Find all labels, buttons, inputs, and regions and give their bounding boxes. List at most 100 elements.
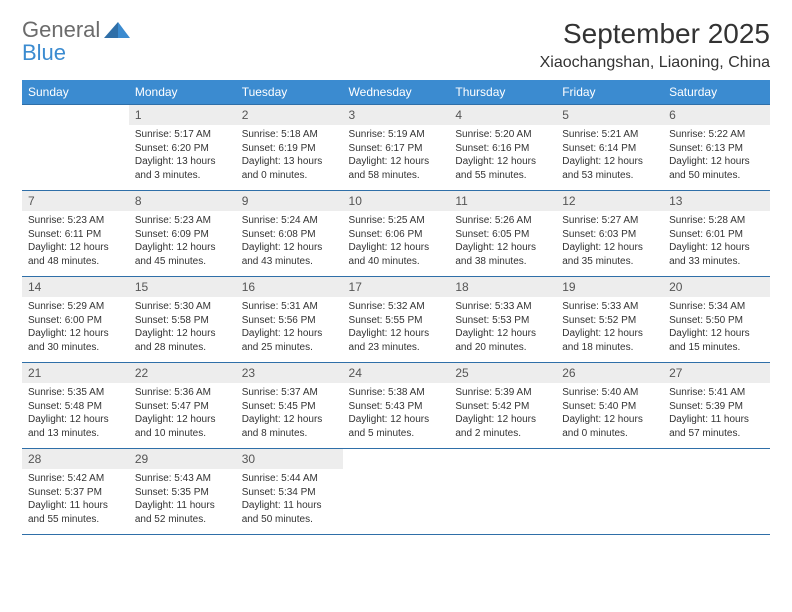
sunset-text: Sunset: 6:06 PM (349, 228, 444, 242)
calendar-cell: 8Sunrise: 5:23 AMSunset: 6:09 PMDaylight… (129, 191, 236, 277)
calendar-cell: 30Sunrise: 5:44 AMSunset: 5:34 PMDayligh… (236, 449, 343, 535)
calendar-cell: 16Sunrise: 5:31 AMSunset: 5:56 PMDayligh… (236, 277, 343, 363)
daylight-text: Daylight: 12 hours and 13 minutes. (28, 413, 123, 440)
day-number: 4 (449, 105, 556, 125)
sunrise-text: Sunrise: 5:33 AM (562, 300, 657, 314)
daylight-text: Daylight: 12 hours and 53 minutes. (562, 155, 657, 182)
daylight-text: Daylight: 12 hours and 28 minutes. (135, 327, 230, 354)
sunset-text: Sunset: 5:53 PM (455, 314, 550, 328)
day-number: 15 (129, 277, 236, 297)
day-number: 3 (343, 105, 450, 125)
calendar-week-row: 14Sunrise: 5:29 AMSunset: 6:00 PMDayligh… (22, 277, 770, 363)
calendar-cell: 2Sunrise: 5:18 AMSunset: 6:19 PMDaylight… (236, 105, 343, 191)
calendar-cell (343, 449, 450, 535)
sunrise-text: Sunrise: 5:26 AM (455, 214, 550, 228)
sunset-text: Sunset: 5:34 PM (242, 486, 337, 500)
day-number: 11 (449, 191, 556, 211)
calendar-table: Sunday Monday Tuesday Wednesday Thursday… (22, 80, 770, 535)
day-details: Sunrise: 5:34 AMSunset: 5:50 PMDaylight:… (663, 297, 770, 360)
sunset-text: Sunset: 5:56 PM (242, 314, 337, 328)
day-details: Sunrise: 5:36 AMSunset: 5:47 PMDaylight:… (129, 383, 236, 446)
sunset-text: Sunset: 5:45 PM (242, 400, 337, 414)
daylight-text: Daylight: 12 hours and 58 minutes. (349, 155, 444, 182)
sunset-text: Sunset: 6:20 PM (135, 142, 230, 156)
sunset-text: Sunset: 6:01 PM (669, 228, 764, 242)
calendar-cell: 21Sunrise: 5:35 AMSunset: 5:48 PMDayligh… (22, 363, 129, 449)
weekday-header: Tuesday (236, 80, 343, 105)
day-details: Sunrise: 5:29 AMSunset: 6:00 PMDaylight:… (22, 297, 129, 360)
sunrise-text: Sunrise: 5:19 AM (349, 128, 444, 142)
weekday-header: Saturday (663, 80, 770, 105)
calendar-cell: 18Sunrise: 5:33 AMSunset: 5:53 PMDayligh… (449, 277, 556, 363)
daylight-text: Daylight: 12 hours and 48 minutes. (28, 241, 123, 268)
daylight-text: Daylight: 11 hours and 52 minutes. (135, 499, 230, 526)
weekday-header: Wednesday (343, 80, 450, 105)
day-details: Sunrise: 5:19 AMSunset: 6:17 PMDaylight:… (343, 125, 450, 188)
weekday-header: Sunday (22, 80, 129, 105)
calendar-cell (449, 449, 556, 535)
sunrise-text: Sunrise: 5:23 AM (28, 214, 123, 228)
sunrise-text: Sunrise: 5:20 AM (455, 128, 550, 142)
day-number: 23 (236, 363, 343, 383)
day-details: Sunrise: 5:22 AMSunset: 6:13 PMDaylight:… (663, 125, 770, 188)
daylight-text: Daylight: 13 hours and 0 minutes. (242, 155, 337, 182)
day-details: Sunrise: 5:35 AMSunset: 5:48 PMDaylight:… (22, 383, 129, 446)
day-number: 13 (663, 191, 770, 211)
calendar-cell: 17Sunrise: 5:32 AMSunset: 5:55 PMDayligh… (343, 277, 450, 363)
day-number: 25 (449, 363, 556, 383)
sunrise-text: Sunrise: 5:24 AM (242, 214, 337, 228)
daylight-text: Daylight: 12 hours and 33 minutes. (669, 241, 764, 268)
calendar-cell: 28Sunrise: 5:42 AMSunset: 5:37 PMDayligh… (22, 449, 129, 535)
daylight-text: Daylight: 12 hours and 43 minutes. (242, 241, 337, 268)
day-details: Sunrise: 5:42 AMSunset: 5:37 PMDaylight:… (22, 469, 129, 532)
day-details: Sunrise: 5:43 AMSunset: 5:35 PMDaylight:… (129, 469, 236, 532)
sunset-text: Sunset: 5:39 PM (669, 400, 764, 414)
logo-word-general: General (22, 17, 100, 42)
sunrise-text: Sunrise: 5:34 AM (669, 300, 764, 314)
calendar-cell: 4Sunrise: 5:20 AMSunset: 6:16 PMDaylight… (449, 105, 556, 191)
weekday-header-row: Sunday Monday Tuesday Wednesday Thursday… (22, 80, 770, 105)
sunrise-text: Sunrise: 5:17 AM (135, 128, 230, 142)
sunset-text: Sunset: 5:35 PM (135, 486, 230, 500)
sunrise-text: Sunrise: 5:21 AM (562, 128, 657, 142)
sunrise-text: Sunrise: 5:23 AM (135, 214, 230, 228)
daylight-text: Daylight: 12 hours and 38 minutes. (455, 241, 550, 268)
day-details: Sunrise: 5:25 AMSunset: 6:06 PMDaylight:… (343, 211, 450, 274)
day-number: 24 (343, 363, 450, 383)
day-details: Sunrise: 5:44 AMSunset: 5:34 PMDaylight:… (236, 469, 343, 532)
sunrise-text: Sunrise: 5:32 AM (349, 300, 444, 314)
calendar-cell: 12Sunrise: 5:27 AMSunset: 6:03 PMDayligh… (556, 191, 663, 277)
logo-word-blue: Blue (22, 40, 66, 65)
sunset-text: Sunset: 6:08 PM (242, 228, 337, 242)
sunset-text: Sunset: 5:58 PM (135, 314, 230, 328)
sunrise-text: Sunrise: 5:22 AM (669, 128, 764, 142)
day-details: Sunrise: 5:27 AMSunset: 6:03 PMDaylight:… (556, 211, 663, 274)
daylight-text: Daylight: 12 hours and 0 minutes. (562, 413, 657, 440)
day-number: 1 (129, 105, 236, 125)
sunset-text: Sunset: 6:05 PM (455, 228, 550, 242)
calendar-cell: 1Sunrise: 5:17 AMSunset: 6:20 PMDaylight… (129, 105, 236, 191)
weekday-header: Thursday (449, 80, 556, 105)
day-number: 12 (556, 191, 663, 211)
sunrise-text: Sunrise: 5:31 AM (242, 300, 337, 314)
sunrise-text: Sunrise: 5:36 AM (135, 386, 230, 400)
sunset-text: Sunset: 5:50 PM (669, 314, 764, 328)
day-details: Sunrise: 5:24 AMSunset: 6:08 PMDaylight:… (236, 211, 343, 274)
calendar-cell: 24Sunrise: 5:38 AMSunset: 5:43 PMDayligh… (343, 363, 450, 449)
day-number: 18 (449, 277, 556, 297)
day-number: 2 (236, 105, 343, 125)
title-block: September 2025 Xiaochangshan, Liaoning, … (540, 18, 770, 72)
sunrise-text: Sunrise: 5:43 AM (135, 472, 230, 486)
calendar-week-row: 7Sunrise: 5:23 AMSunset: 6:11 PMDaylight… (22, 191, 770, 277)
day-number: 26 (556, 363, 663, 383)
day-details: Sunrise: 5:33 AMSunset: 5:53 PMDaylight:… (449, 297, 556, 360)
calendar-cell: 7Sunrise: 5:23 AMSunset: 6:11 PMDaylight… (22, 191, 129, 277)
day-number: 16 (236, 277, 343, 297)
sunrise-text: Sunrise: 5:42 AM (28, 472, 123, 486)
weekday-header: Friday (556, 80, 663, 105)
sunset-text: Sunset: 5:48 PM (28, 400, 123, 414)
day-details: Sunrise: 5:21 AMSunset: 6:14 PMDaylight:… (556, 125, 663, 188)
sunset-text: Sunset: 5:52 PM (562, 314, 657, 328)
day-details: Sunrise: 5:26 AMSunset: 6:05 PMDaylight:… (449, 211, 556, 274)
daylight-text: Daylight: 11 hours and 55 minutes. (28, 499, 123, 526)
